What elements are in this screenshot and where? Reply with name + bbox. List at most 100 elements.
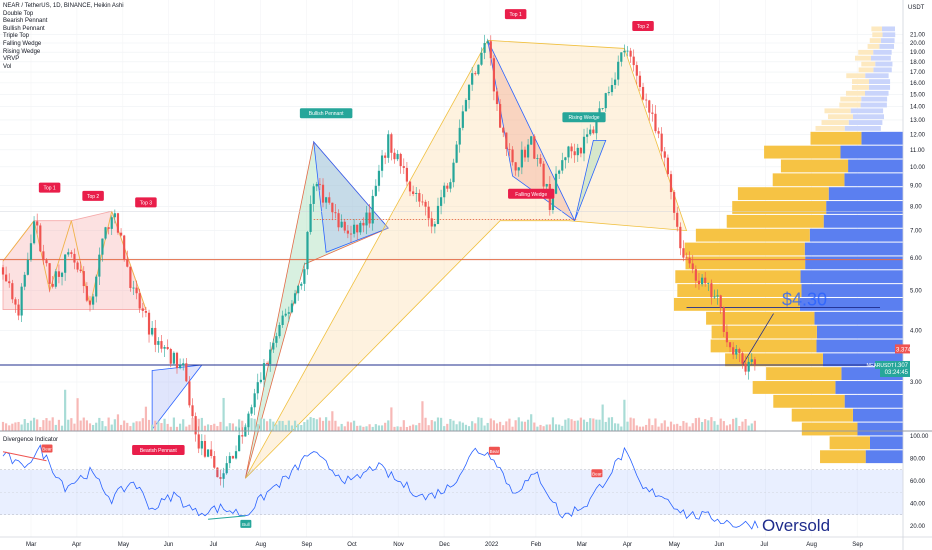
vp-row-up bbox=[873, 49, 892, 55]
volume-bar bbox=[325, 417, 328, 431]
volume-bar bbox=[101, 420, 104, 431]
candle-body bbox=[424, 201, 427, 207]
indicator-bearish-pennant[interactable]: Bearish Pennant bbox=[3, 18, 48, 25]
volume-bar bbox=[157, 421, 160, 431]
volume-bar bbox=[530, 414, 533, 431]
volume-bar bbox=[362, 426, 365, 431]
candle-body bbox=[542, 163, 545, 187]
candle-body bbox=[197, 434, 200, 449]
candle-body bbox=[415, 192, 418, 194]
volume-bar bbox=[449, 418, 452, 431]
candle-body bbox=[163, 347, 166, 349]
vp-row-down bbox=[780, 159, 849, 173]
volume-bar bbox=[542, 426, 545, 431]
volume-bar bbox=[306, 419, 309, 431]
volume-bar bbox=[309, 417, 312, 431]
indicator-bullish-pennant[interactable]: Bullish Pennant bbox=[3, 25, 45, 32]
candle-body bbox=[359, 222, 362, 233]
volume-bar bbox=[107, 417, 110, 431]
volume-bar bbox=[222, 397, 225, 431]
volume-bar bbox=[253, 418, 256, 431]
vp-row-up bbox=[828, 187, 903, 201]
candle-body bbox=[334, 212, 337, 214]
volume-bar bbox=[303, 422, 306, 431]
vp-row-down bbox=[869, 38, 881, 44]
candle-body bbox=[589, 129, 592, 135]
vp-row-up bbox=[881, 26, 895, 32]
volume-bar bbox=[405, 426, 409, 431]
candle-body bbox=[144, 310, 148, 313]
volume-bar bbox=[474, 423, 477, 431]
volume-bar bbox=[119, 424, 123, 431]
candle-body bbox=[29, 243, 33, 260]
volume-bar bbox=[558, 424, 561, 431]
vp-row-up bbox=[880, 38, 895, 44]
triple-top-line bbox=[33, 220, 51, 291]
vp-row-up bbox=[840, 145, 903, 159]
indicator-vol[interactable]: Vol bbox=[3, 63, 12, 70]
candle-body bbox=[502, 127, 505, 133]
indicator-falling-wedge[interactable]: Falling Wedge bbox=[3, 40, 42, 47]
volume-bar bbox=[17, 421, 20, 431]
divergence-label-box bbox=[41, 444, 53, 453]
candle-body bbox=[368, 212, 371, 224]
candle-body bbox=[418, 192, 421, 202]
candle-body bbox=[648, 100, 651, 113]
volume-bar bbox=[210, 425, 213, 431]
candle-body bbox=[241, 435, 244, 437]
pattern-label: Rising Wedge bbox=[568, 115, 599, 121]
price-tick-label: 12.00 bbox=[910, 132, 926, 138]
candle-body bbox=[700, 277, 704, 285]
volume-bar bbox=[36, 419, 39, 431]
volume-bar bbox=[269, 418, 272, 431]
volume-bar bbox=[520, 421, 523, 431]
volume-bar bbox=[293, 420, 297, 431]
candle-body bbox=[284, 313, 287, 316]
candle-body bbox=[101, 238, 104, 255]
candle-body bbox=[387, 134, 390, 158]
candle-body bbox=[682, 248, 685, 258]
volume-bar bbox=[595, 419, 598, 431]
volume-bar bbox=[663, 420, 666, 431]
volume-bar bbox=[331, 411, 334, 431]
vp-row-up bbox=[852, 114, 884, 120]
volume-bar bbox=[275, 424, 278, 431]
indicator-double-top[interactable]: Double Top bbox=[3, 10, 34, 17]
volume-bar bbox=[480, 417, 483, 431]
candle-body bbox=[508, 149, 511, 150]
volume-bar bbox=[151, 424, 154, 431]
volume-bar bbox=[110, 424, 113, 431]
candle-body bbox=[505, 132, 508, 150]
candle-body bbox=[98, 254, 101, 277]
vp-row-up bbox=[809, 228, 903, 242]
candle-body bbox=[564, 157, 567, 161]
candle-body bbox=[135, 287, 138, 294]
volume-bar bbox=[623, 399, 626, 431]
oscillator-tick-label: 100.00 bbox=[910, 434, 929, 440]
candle-body bbox=[458, 127, 461, 145]
volume-bar bbox=[259, 418, 262, 431]
chart-title[interactable]: NEAR / TetherUS, 1D, BINANCE, Heikin Ash… bbox=[3, 3, 124, 9]
candle-body bbox=[73, 253, 76, 263]
volume-bar bbox=[508, 418, 511, 431]
volume-bar bbox=[722, 421, 725, 431]
volume-bar bbox=[554, 424, 558, 431]
indicator-rising-wedge[interactable]: Rising Wedge bbox=[3, 48, 41, 55]
indicator-triple-top[interactable]: Triple Top bbox=[3, 33, 30, 40]
vp-row-up bbox=[861, 131, 903, 145]
volume-bar bbox=[458, 421, 461, 431]
volume-bar bbox=[446, 423, 449, 431]
pattern-labels: $4.30 Top 1 Top 2 Top 3 Bearish Pennant Bulli… bbox=[38, 9, 827, 456]
candle-body bbox=[744, 363, 747, 372]
oscillator-title[interactable]: Divergence Indicator bbox=[3, 437, 59, 443]
price-tick-label: 9.00 bbox=[910, 184, 922, 190]
candle-body bbox=[141, 308, 144, 311]
indicator-vrvp[interactable]: VRVP bbox=[3, 56, 20, 63]
time-tick-label: Sep bbox=[301, 542, 312, 548]
time-tick-label: May bbox=[669, 542, 680, 548]
volume-bar bbox=[396, 426, 399, 431]
candle-body bbox=[219, 477, 222, 479]
candle-body bbox=[259, 379, 262, 383]
